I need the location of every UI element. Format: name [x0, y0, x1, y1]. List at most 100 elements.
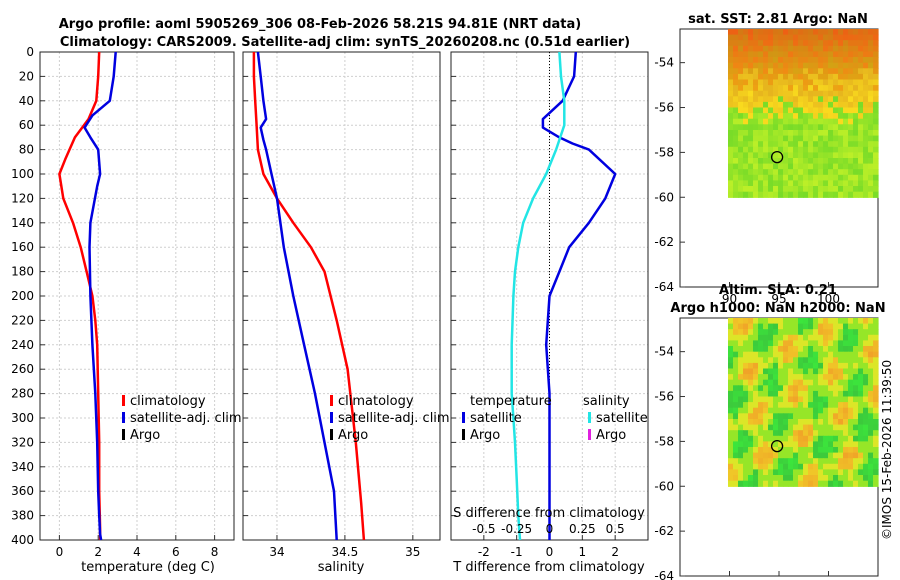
heatmap-cell — [808, 318, 814, 325]
heatmap-cell — [748, 40, 754, 47]
heatmap-cell — [798, 458, 804, 465]
heatmap-cell — [733, 475, 739, 482]
heatmap-cell — [818, 169, 824, 176]
heatmap-cell — [833, 79, 839, 86]
heatmap-cell — [858, 169, 864, 176]
x-tick-label: 4 — [133, 545, 141, 559]
heatmap-cell — [868, 34, 874, 41]
heatmap-cell — [803, 180, 809, 187]
heatmap-cell — [853, 40, 859, 47]
heatmap-cell — [768, 113, 774, 120]
sla-map-title-line1: Altim. SLA: 0.21 — [719, 283, 837, 298]
heatmap-cell — [768, 469, 774, 476]
heatmap-cell — [868, 329, 874, 336]
heatmap-cell — [768, 34, 774, 41]
heatmap-cell — [728, 441, 734, 448]
heatmap-cell — [858, 79, 864, 86]
heatmap-cell — [863, 90, 869, 97]
heatmap-cell — [728, 68, 734, 75]
heatmap-cell — [778, 79, 784, 86]
heatmap-cell — [843, 435, 849, 442]
heatmap-cell — [788, 329, 794, 336]
heatmap-cell — [763, 407, 769, 414]
heatmap-cell — [838, 124, 844, 131]
heatmap-cell — [748, 85, 754, 92]
heatmap-cell — [833, 40, 839, 47]
heatmap-cell — [738, 419, 744, 426]
heatmap-cell — [768, 40, 774, 47]
heatmap-cell — [753, 186, 759, 193]
heatmap-cell — [838, 396, 844, 403]
heatmap-cell — [783, 85, 789, 92]
heatmap-cell — [748, 158, 754, 165]
heatmap-cell — [818, 118, 824, 125]
map-y-tick-label: -60 — [654, 479, 674, 493]
heatmap-cell — [773, 351, 779, 358]
heatmap-cell — [833, 180, 839, 187]
heatmap-cell — [808, 68, 814, 75]
heatmap-cell — [728, 346, 734, 353]
x-tick-label: 2 — [611, 545, 619, 559]
heatmap-cell — [868, 424, 874, 431]
heatmap-cell — [848, 469, 854, 476]
heatmap-cell — [788, 130, 794, 137]
heatmap-cell — [843, 73, 849, 81]
heatmap-cell — [873, 396, 879, 403]
heatmap-cell — [798, 379, 804, 386]
heatmap-cell — [738, 45, 744, 52]
heatmap-cell — [743, 362, 749, 370]
heatmap-cell — [743, 368, 749, 375]
heatmap-cell — [733, 379, 739, 386]
heatmap-cell — [738, 362, 744, 370]
heatmap-cell — [763, 419, 769, 426]
heatmap-cell — [873, 430, 879, 437]
heatmap-cell — [808, 480, 814, 487]
heatmap-cell — [783, 169, 789, 176]
heatmap-cell — [763, 96, 769, 103]
heatmap-cell — [863, 469, 869, 476]
heatmap-cell — [773, 113, 779, 120]
heatmap-cell — [778, 29, 784, 36]
heatmap-cell — [828, 85, 834, 92]
heatmap-cell — [728, 107, 734, 114]
heatmap-cell — [733, 107, 739, 114]
heatmap-cell — [813, 45, 819, 52]
heatmap-cell — [773, 329, 779, 336]
heatmap-cell — [863, 135, 869, 142]
heatmap-cell — [853, 135, 859, 142]
heatmap-cell — [823, 346, 829, 353]
heatmap-cell — [798, 141, 804, 148]
heatmap-cell — [758, 130, 764, 137]
heatmap-cell — [823, 340, 829, 347]
heatmap-cell — [778, 362, 784, 370]
heatmap-cell — [868, 340, 874, 347]
heatmap-cell — [863, 130, 869, 137]
heatmap-cell — [778, 68, 784, 75]
heatmap-cell — [773, 346, 779, 353]
legend-label: Argo — [596, 428, 626, 443]
heatmap-cell — [728, 29, 734, 36]
heatmap-cell — [793, 402, 799, 409]
heatmap-cell — [833, 73, 839, 81]
heatmap-cell — [733, 362, 739, 370]
heatmap-cell — [873, 73, 879, 81]
y-tick-label: 260 — [11, 362, 34, 376]
heatmap-cell — [753, 163, 759, 170]
heatmap-cell — [848, 413, 854, 420]
heatmap-cell — [848, 180, 854, 187]
heatmap-cell — [833, 357, 839, 364]
heatmap-cell — [808, 390, 814, 398]
heatmap-cell — [863, 396, 869, 403]
heatmap-cell — [858, 152, 864, 159]
heatmap-cell — [853, 374, 859, 381]
heatmap-cell — [868, 452, 874, 459]
heatmap-cell — [803, 62, 809, 69]
heatmap-cell — [733, 118, 739, 125]
heatmap-cell — [758, 174, 764, 181]
heatmap-cell — [873, 469, 879, 476]
heatmap-cell — [788, 396, 794, 403]
y-tick-label: 40 — [19, 94, 34, 108]
heatmap-cell — [873, 480, 879, 487]
heatmap-cell — [843, 96, 849, 103]
